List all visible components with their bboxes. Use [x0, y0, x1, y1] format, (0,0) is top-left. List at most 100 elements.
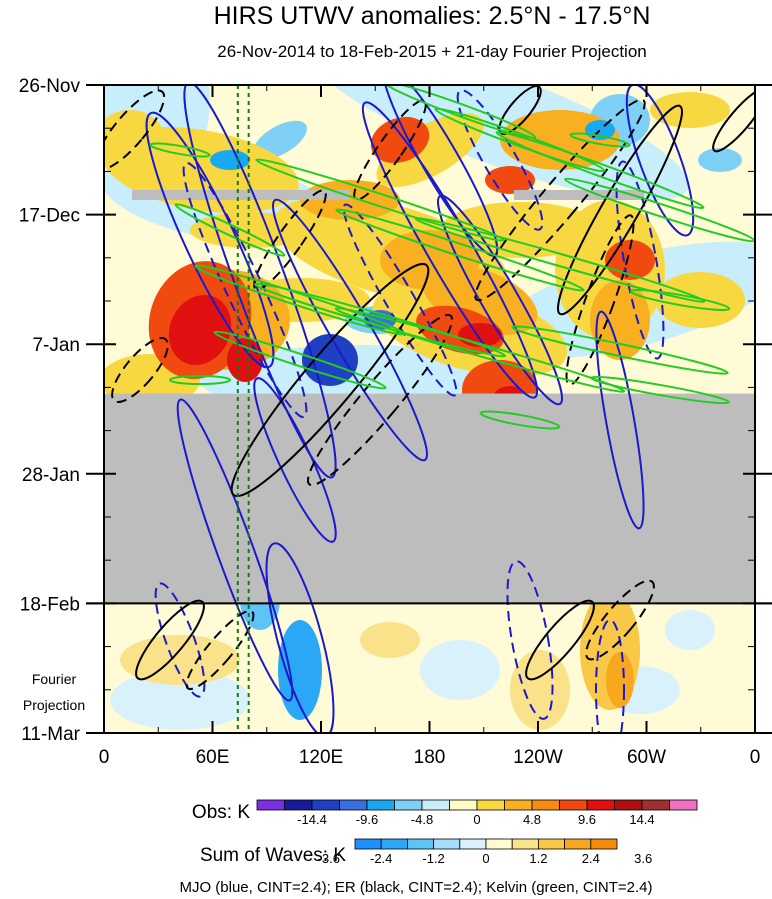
anomaly-patch-48 [120, 635, 240, 685]
obs-legend-swatch-8 [476, 799, 505, 811]
kelvin-contour-4 [255, 158, 505, 242]
kelvin-contour-10 [511, 325, 729, 375]
anomaly-patch-47 [510, 650, 570, 730]
er-contour-20 [104, 89, 166, 171]
anomaly-patch-30 [485, 166, 535, 194]
kelvin-contour-9 [334, 307, 626, 393]
anomaly-patch-34 [168, 294, 232, 366]
kelvin-contour-14 [590, 375, 730, 405]
kelvin-contour-13 [629, 289, 731, 311]
anomaly-patch-9 [698, 148, 742, 172]
x-tick-label-3: 180 [414, 747, 446, 768]
x-tick-label-6: 0 [750, 747, 761, 768]
obs-legend-swatch-11 [559, 799, 588, 811]
x-tick-label-4: 120W [513, 747, 563, 768]
y-tick-label-3: 28-Jan [22, 465, 80, 486]
obs-legend-label-2: -4.8 [411, 812, 433, 827]
mjo-contour-15 [154, 582, 206, 698]
anomaly-patch-50 [606, 652, 634, 708]
waves-legend-swatch-8 [564, 838, 592, 850]
obs-legend-swatch-7 [449, 799, 478, 811]
mjo-contour-11 [615, 160, 665, 360]
kelvin-contour-2 [495, 130, 705, 210]
chart-subtitle: 26-Nov-2014 to 18-Feb-2015 + 21-day Four… [217, 42, 647, 61]
waves-legend-swatch-4 [459, 838, 487, 850]
waves-legend-swatch-3 [433, 838, 461, 850]
mjo-contour-0 [183, 85, 337, 479]
obs-legend-label-5: 9.6 [578, 812, 596, 827]
y-axis: 26-Nov 17-Dec 7-Jan 28-Jan 18-Feb 11-Mar [19, 76, 772, 745]
obs-legend-label-3: 0 [473, 812, 480, 827]
kelvin-contour-1 [434, 107, 606, 173]
y-tick-label-5: 11-Mar [21, 724, 80, 745]
er-contour-26 [585, 579, 655, 661]
er-contour-24 [565, 214, 635, 386]
er-contour-23 [353, 99, 427, 201]
er-contour-25 [111, 337, 169, 403]
obs-legend-label-4: 4.8 [523, 812, 541, 827]
obs-legend-label-1: -9.6 [356, 812, 378, 827]
kelvin-contour-15 [479, 410, 561, 430]
kelvin-contour-18 [569, 132, 631, 148]
anomaly-patch-51 [360, 622, 420, 658]
mjo-contour-14 [595, 619, 625, 733]
kelvin-contour-3 [563, 177, 755, 243]
anomaly-patch-40 [210, 150, 250, 170]
obs-legend-swatch-14 [641, 799, 670, 811]
x-tick-label-0: 0 [99, 747, 110, 768]
er-contour-31 [712, 87, 755, 153]
x-tick-label-2: 120E [299, 747, 343, 768]
kelvin-contour-12 [174, 203, 286, 257]
mjo-contour-4 [253, 377, 337, 543]
missing-data-stripe-1 [132, 190, 350, 200]
anomaly-patch-43 [278, 620, 322, 720]
mjo-contour-8 [342, 203, 458, 397]
mjo-contour-6 [265, 542, 335, 733]
obs-legend-swatch-3 [339, 799, 368, 811]
obs-legend-swatch-0 [256, 799, 285, 811]
mjo-contour-10 [625, 85, 695, 237]
fourier-label-line-1: Fourier [32, 671, 77, 687]
anomaly-patch-11 [376, 113, 484, 187]
er-contour-29 [253, 189, 327, 291]
obs-legend-swatch-5 [394, 799, 423, 811]
waves-legend-swatch-2 [406, 838, 434, 850]
obs-legend-swatch-4 [366, 799, 395, 811]
waves-legend-swatch-5 [485, 838, 513, 850]
waves-legend-label-1: -2.4 [370, 851, 392, 866]
missing-data-stripe-2 [514, 190, 644, 200]
x-axis: 0 60E 120E 180 120W 60W 0 [99, 85, 761, 768]
y-tick-label-2: 7-Jan [32, 335, 80, 356]
dotted-longitude-lines [236, 85, 250, 733]
obs-legend-swatch-13 [614, 799, 643, 811]
obs-legend-swatch-10 [531, 799, 560, 811]
waves-legend-label-5: 2.4 [582, 851, 600, 866]
anomaly-patch-44 [110, 670, 250, 730]
obs-legend-swatch-12 [586, 799, 615, 811]
fourier-label-line-2: Projection [23, 697, 85, 713]
obs-legend-swatch-1 [284, 799, 313, 811]
waves-legend-swatch-1 [380, 838, 408, 850]
x-tick-label-5: 60W [627, 747, 666, 768]
waves-legend-label: Sum of Waves: K [200, 845, 346, 866]
missing-data-band [104, 393, 755, 604]
sum-of-waves-legend: Sum of Waves: K -3.6 -2.4 -1.2 0 1.2 2.4 3.6 [200, 838, 652, 866]
er-contour-28 [185, 609, 255, 691]
er-contour-19 [306, 313, 454, 487]
obs-legend-swatch-2 [311, 799, 340, 811]
er-contour-21 [474, 98, 646, 302]
er-contour-22 [557, 104, 683, 316]
obs-legend: Obs: K -14.4 -9.6 -4.8 0 4.8 9.6 14.4 [192, 799, 698, 827]
mjo-contour-5 [176, 398, 294, 702]
waves-legend-label-3: 0 [482, 851, 489, 866]
waves-legend-label-0: -3.6 [318, 851, 340, 866]
waves-legend-swatch-7 [538, 838, 566, 850]
er-contour-18 [230, 262, 430, 498]
anomaly-patch-52 [665, 610, 715, 650]
anomaly-patch-20 [104, 110, 165, 170]
obs-legend-swatch-15 [669, 799, 698, 811]
waves-legend-swatch-9 [590, 838, 618, 850]
footer-note: MJO (blue, CINT=2.4); ER (black, CINT=2.… [179, 879, 652, 896]
anomaly-patch-16 [655, 272, 745, 328]
